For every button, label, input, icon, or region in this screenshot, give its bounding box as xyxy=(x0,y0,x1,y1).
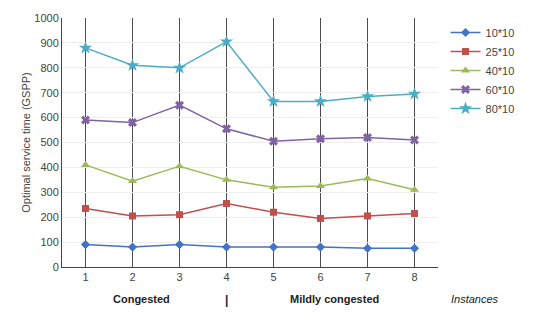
svg-text:400: 400 xyxy=(40,161,58,173)
svg-text:600: 600 xyxy=(40,111,58,123)
svg-text:40*10: 40*10 xyxy=(486,65,515,77)
svg-text:5: 5 xyxy=(270,271,276,283)
svg-text:25*10: 25*10 xyxy=(486,46,515,58)
svg-text:500: 500 xyxy=(40,136,58,148)
svg-text:10*10: 10*10 xyxy=(486,27,515,39)
svg-text:300: 300 xyxy=(40,186,58,198)
svg-text:3: 3 xyxy=(176,271,182,283)
svg-text:6: 6 xyxy=(317,271,323,283)
svg-text:60*10: 60*10 xyxy=(486,84,515,96)
svg-text:0: 0 xyxy=(53,261,59,273)
svg-text:800: 800 xyxy=(40,62,58,74)
svg-text:Congested: Congested xyxy=(113,293,170,305)
svg-text:700: 700 xyxy=(40,87,58,99)
svg-text:7: 7 xyxy=(364,271,370,283)
svg-text:100: 100 xyxy=(40,236,58,248)
svg-text:2: 2 xyxy=(129,271,135,283)
svg-text:1000: 1000 xyxy=(34,12,58,24)
svg-text:80*10: 80*10 xyxy=(486,103,515,115)
svg-text:Instances: Instances xyxy=(451,293,499,305)
svg-text:8: 8 xyxy=(411,271,417,283)
svg-text:200: 200 xyxy=(40,211,58,223)
svg-text:Mildly congested: Mildly congested xyxy=(290,293,379,305)
svg-text:|: | xyxy=(225,293,228,307)
svg-text:4: 4 xyxy=(223,271,229,283)
svg-text:1: 1 xyxy=(82,271,88,283)
svg-text:Optimal service time (GSPP): Optimal service time (GSPP) xyxy=(20,72,32,213)
svg-text:900: 900 xyxy=(40,37,58,49)
